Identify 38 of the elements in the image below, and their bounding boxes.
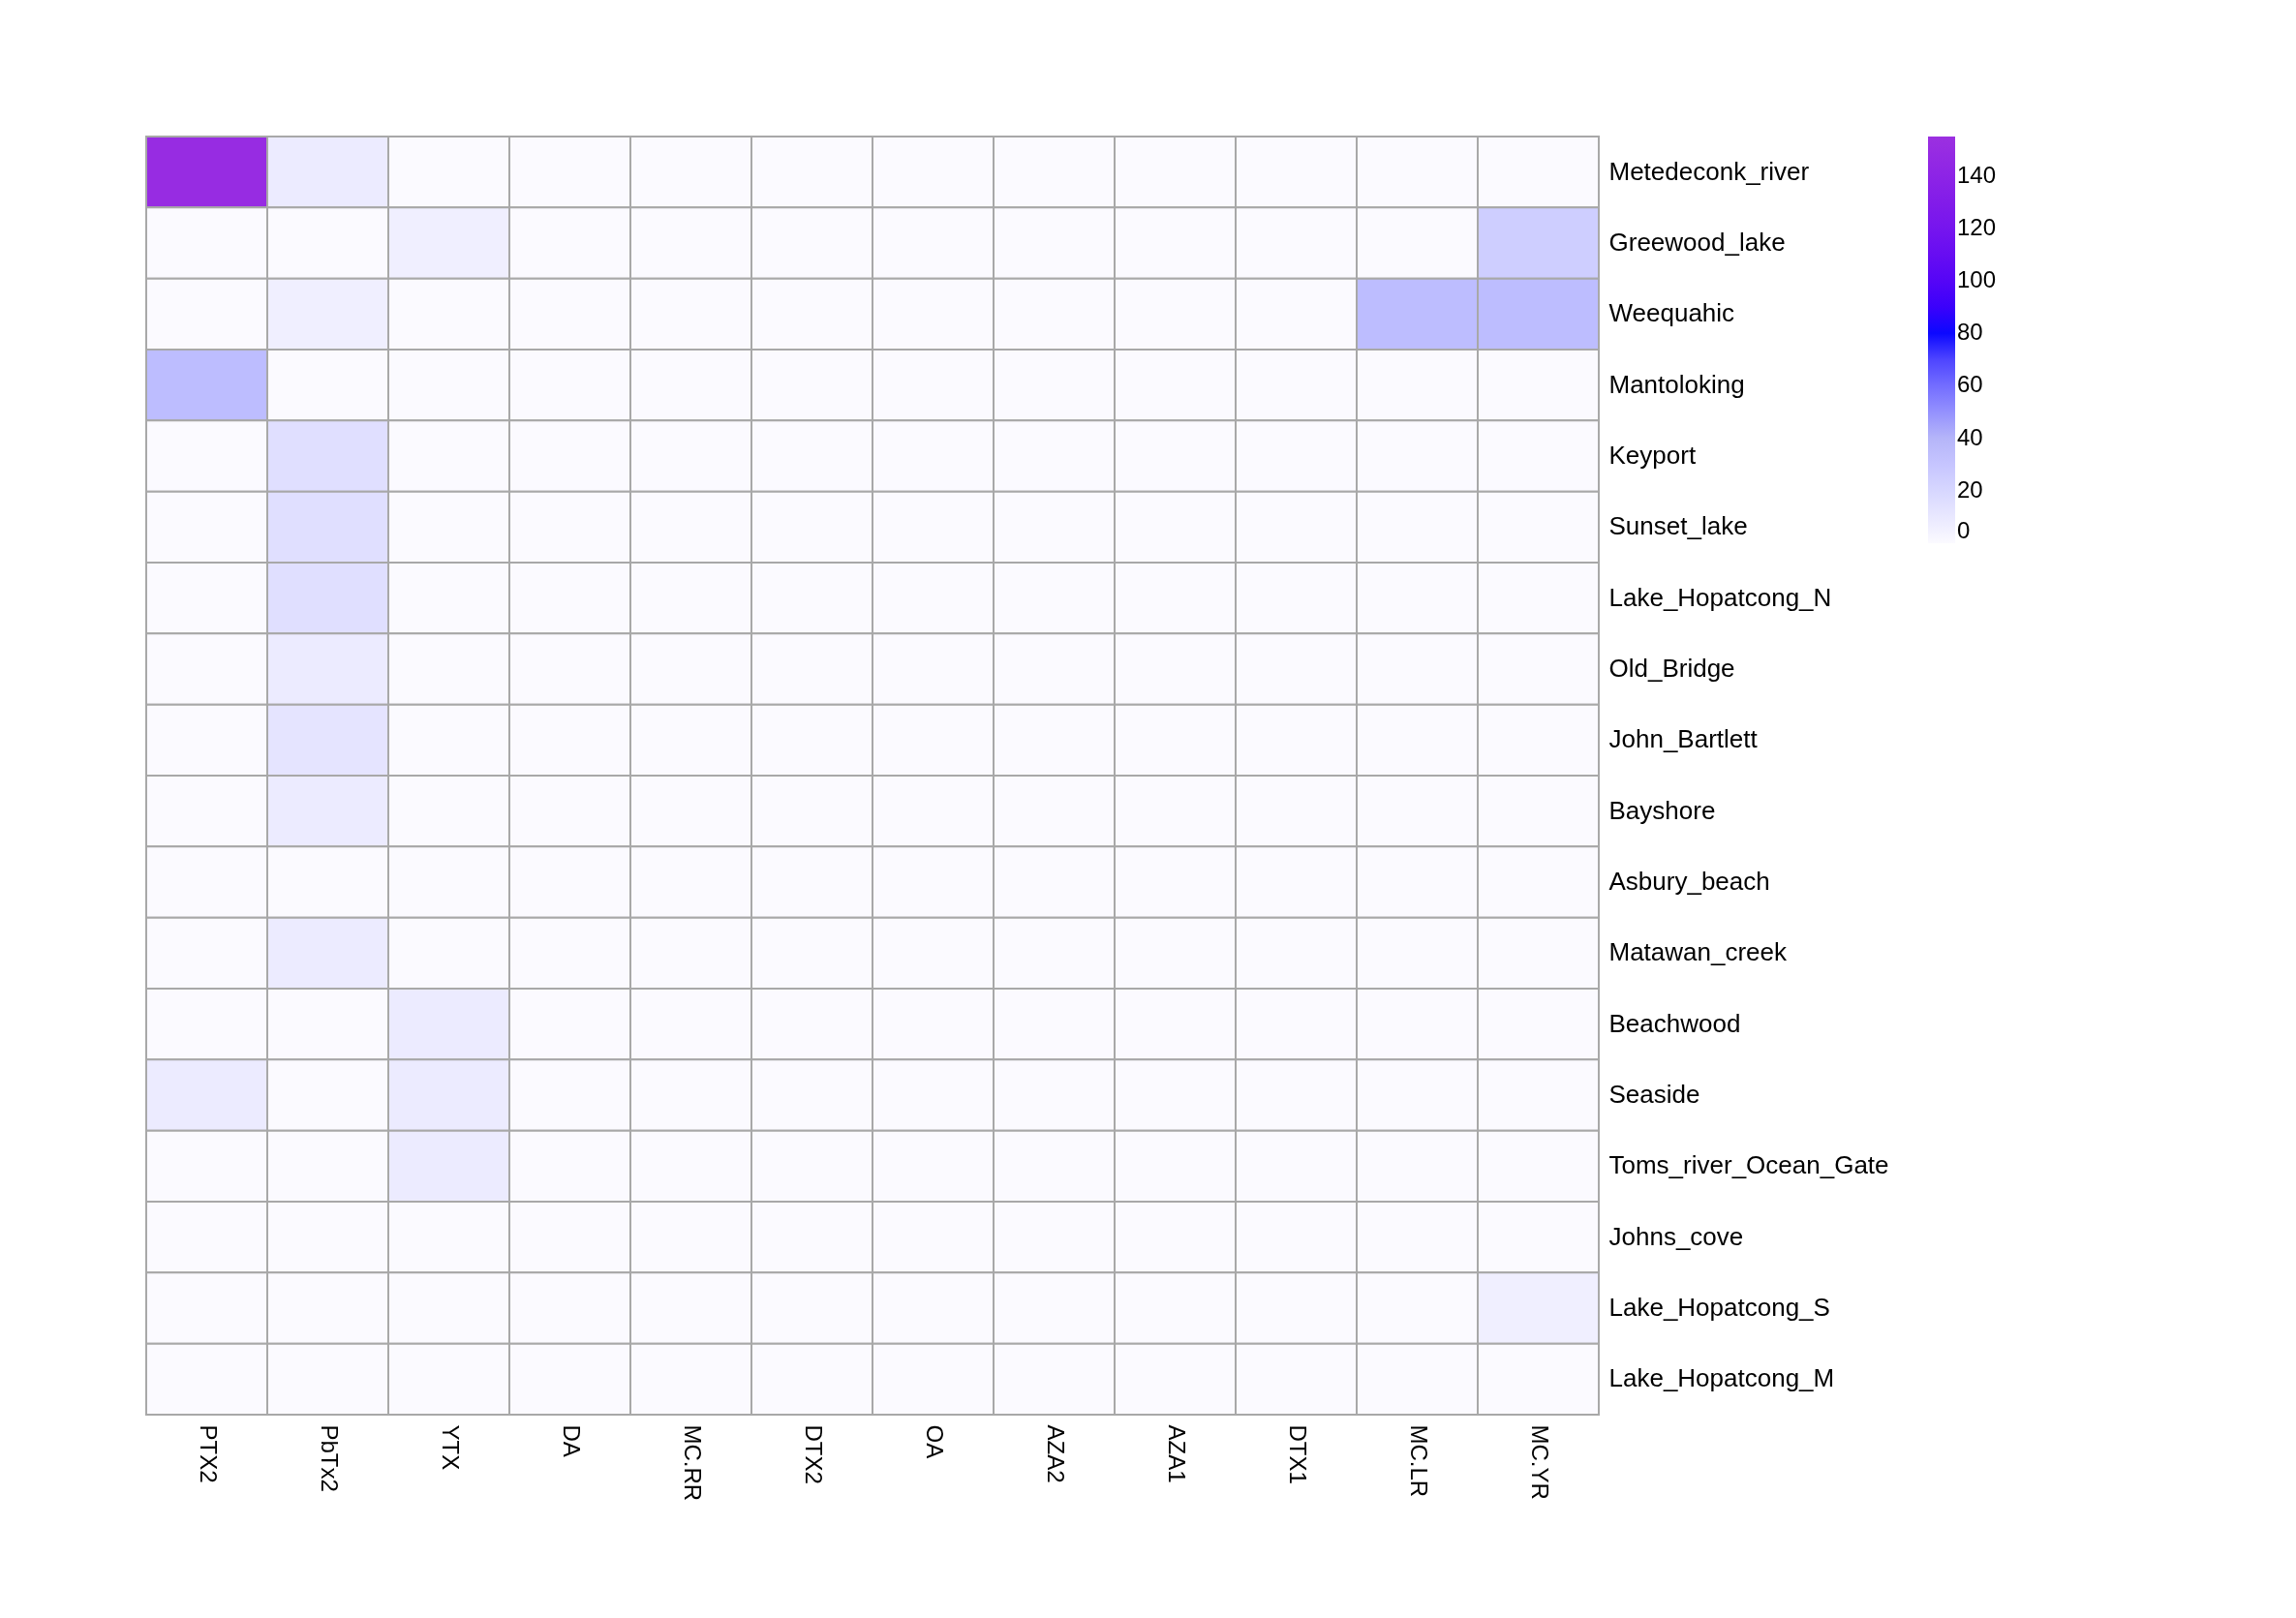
y-tick-label: Metedeconk_river bbox=[1608, 156, 1810, 186]
y-tick-label: Bayshore bbox=[1608, 795, 1716, 825]
y-tick-label: Lake_Hopatcong_S bbox=[1608, 1293, 1830, 1322]
color-bar-label: 80 bbox=[1957, 319, 1983, 346]
y-tick-label: Sunset_lake bbox=[1608, 511, 1748, 541]
x-tick-label: PTX2 bbox=[195, 1424, 222, 1483]
x-tick-label: MC.RR bbox=[679, 1424, 706, 1502]
x-tick-label: AZA2 bbox=[1042, 1424, 1069, 1483]
y-tick-label: Weequahic bbox=[1608, 298, 1735, 328]
color-bar-label: 60 bbox=[1957, 371, 1983, 398]
y-tick-label: Asbury_beach bbox=[1608, 867, 1770, 896]
x-tick-label: MC.LR bbox=[1405, 1424, 1432, 1498]
y-tick-label: Matawan_creek bbox=[1608, 937, 1789, 967]
y-tick-label: Seaside bbox=[1608, 1080, 1700, 1109]
y-tick-label: Johns_cove bbox=[1608, 1221, 1744, 1251]
y-tick-label: John_Bartlett bbox=[1608, 724, 1759, 754]
y-tick-label: Keyport bbox=[1608, 441, 1697, 470]
x-tick-label: YTX bbox=[437, 1424, 464, 1471]
color-bar-label: 0 bbox=[1957, 517, 1971, 543]
y-tick-label: Old_Bridge bbox=[1608, 654, 1735, 683]
color-bar-label: 120 bbox=[1957, 213, 1997, 240]
y-tick-label: Beachwood bbox=[1608, 1008, 1741, 1038]
color-bar-label: 40 bbox=[1957, 423, 1983, 450]
y-tick-label: Lake_Hopatcong_M bbox=[1608, 1363, 1835, 1393]
x-tick-label: DTX2 bbox=[800, 1424, 827, 1484]
x-tick-label: PbTx2 bbox=[316, 1424, 343, 1492]
color-bar-label: 140 bbox=[1957, 161, 1997, 188]
x-tick-label: MC.YR bbox=[1526, 1424, 1553, 1500]
color-bar-label: 100 bbox=[1957, 266, 1997, 293]
x-tick-label: OA bbox=[921, 1424, 948, 1459]
x-tick-label: AZA1 bbox=[1163, 1424, 1190, 1483]
y-tick-label: Greewood_lake bbox=[1608, 228, 1786, 257]
y-tick-label: Toms_river_Ocean_Gate bbox=[1608, 1150, 1889, 1180]
x-tick-label: DA bbox=[558, 1424, 585, 1457]
x-tick-label: DTX1 bbox=[1284, 1424, 1311, 1484]
y-tick-label: Lake_Hopatcong_N bbox=[1608, 582, 1832, 612]
color-bar-label: 20 bbox=[1957, 475, 1983, 503]
y-tick-label: Mantoloking bbox=[1608, 369, 1745, 399]
